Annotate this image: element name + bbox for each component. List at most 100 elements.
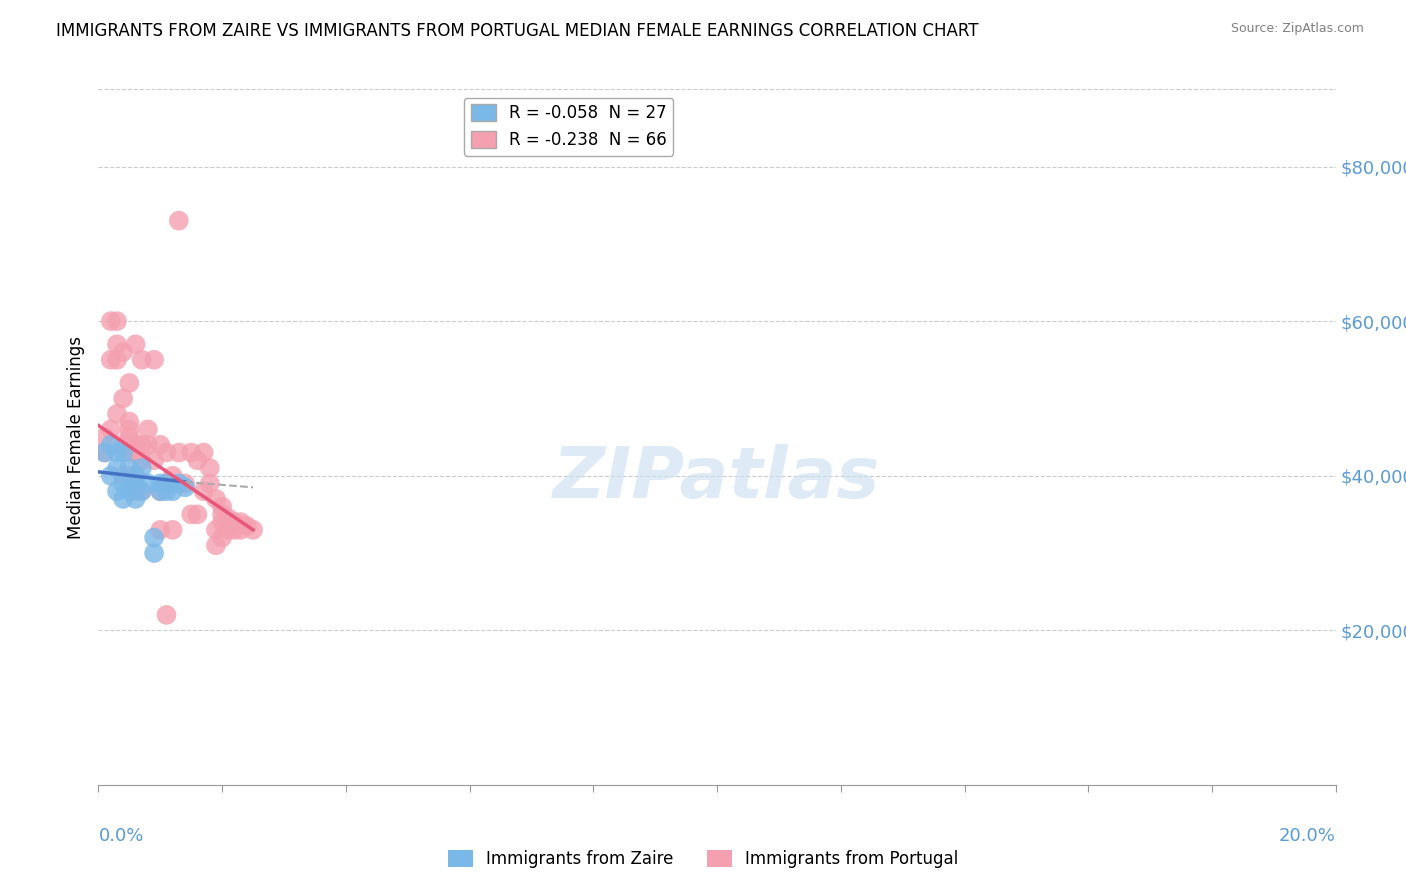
Point — [224, 523, 246, 537]
Point — [105, 314, 128, 328]
Point — [217, 523, 239, 537]
Point — [149, 438, 172, 452]
Point — [149, 476, 172, 491]
Point — [205, 523, 228, 537]
Point — [100, 352, 122, 367]
Point — [149, 484, 172, 499]
Point — [105, 337, 128, 351]
Point — [217, 511, 239, 525]
Point — [155, 476, 177, 491]
Point — [143, 546, 166, 560]
Point — [124, 468, 146, 483]
Point — [211, 500, 233, 514]
Point — [143, 453, 166, 467]
Legend: Immigrants from Zaire, Immigrants from Portugal: Immigrants from Zaire, Immigrants from P… — [441, 843, 965, 875]
Text: ZIPatlas: ZIPatlas — [554, 444, 880, 513]
Point — [118, 415, 141, 429]
Point — [124, 476, 146, 491]
Point — [105, 445, 128, 459]
Point — [118, 484, 141, 499]
Point — [112, 476, 135, 491]
Point — [136, 438, 159, 452]
Point — [155, 607, 177, 622]
Point — [100, 438, 122, 452]
Point — [118, 476, 141, 491]
Point — [100, 314, 122, 328]
Point — [118, 430, 141, 444]
Point — [211, 515, 233, 529]
Point — [118, 445, 141, 459]
Point — [162, 468, 184, 483]
Point — [105, 461, 128, 475]
Point — [112, 491, 135, 506]
Point — [162, 484, 184, 499]
Point — [131, 438, 153, 452]
Point — [143, 531, 166, 545]
Point — [193, 445, 215, 459]
Point — [131, 461, 153, 475]
Point — [143, 352, 166, 367]
Point — [112, 445, 135, 459]
Point — [174, 480, 197, 494]
Y-axis label: Median Female Earnings: Median Female Earnings — [66, 335, 84, 539]
Point — [155, 445, 177, 459]
Point — [131, 484, 153, 499]
Text: 20.0%: 20.0% — [1279, 827, 1336, 845]
Point — [124, 438, 146, 452]
Point — [229, 515, 252, 529]
Point — [112, 392, 135, 406]
Point — [155, 476, 177, 491]
Point — [186, 508, 208, 522]
Point — [131, 453, 153, 467]
Point — [100, 422, 122, 436]
Point — [136, 476, 159, 491]
Point — [149, 523, 172, 537]
Point — [186, 453, 208, 467]
Point — [167, 213, 190, 227]
Point — [180, 445, 202, 459]
Point — [180, 508, 202, 522]
Point — [149, 484, 172, 499]
Legend: R = -0.058  N = 27, R = -0.238  N = 66: R = -0.058 N = 27, R = -0.238 N = 66 — [464, 97, 673, 155]
Point — [124, 484, 146, 499]
Point — [131, 484, 153, 499]
Point — [105, 484, 128, 499]
Point — [105, 407, 128, 421]
Point — [193, 484, 215, 499]
Point — [205, 491, 228, 506]
Point — [224, 515, 246, 529]
Point — [112, 438, 135, 452]
Text: Source: ZipAtlas.com: Source: ZipAtlas.com — [1230, 22, 1364, 36]
Point — [93, 430, 115, 444]
Point — [174, 476, 197, 491]
Point — [118, 422, 141, 436]
Point — [242, 523, 264, 537]
Point — [124, 491, 146, 506]
Point — [118, 461, 141, 475]
Point — [229, 523, 252, 537]
Point — [112, 468, 135, 483]
Point — [124, 337, 146, 351]
Point — [211, 531, 233, 545]
Point — [105, 352, 128, 367]
Point — [211, 508, 233, 522]
Point — [162, 523, 184, 537]
Point — [205, 538, 228, 552]
Point — [167, 445, 190, 459]
Point — [155, 484, 177, 499]
Point — [167, 476, 190, 491]
Point — [112, 345, 135, 359]
Point — [131, 352, 153, 367]
Point — [124, 468, 146, 483]
Point — [136, 422, 159, 436]
Point — [93, 445, 115, 459]
Point — [198, 461, 221, 475]
Text: 0.0%: 0.0% — [98, 827, 143, 845]
Point — [93, 445, 115, 459]
Point — [198, 476, 221, 491]
Point — [100, 468, 122, 483]
Text: IMMIGRANTS FROM ZAIRE VS IMMIGRANTS FROM PORTUGAL MEDIAN FEMALE EARNINGS CORRELA: IMMIGRANTS FROM ZAIRE VS IMMIGRANTS FROM… — [56, 22, 979, 40]
Point — [236, 519, 259, 533]
Point — [124, 445, 146, 459]
Point — [118, 468, 141, 483]
